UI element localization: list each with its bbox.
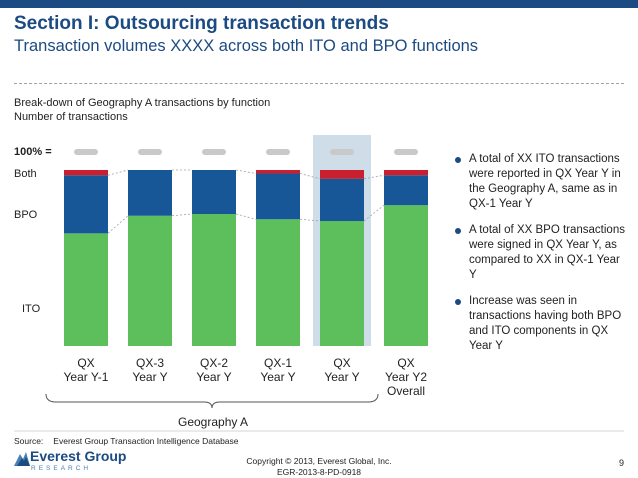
total-value-placeholder bbox=[138, 149, 162, 155]
bullet-dot-icon bbox=[455, 157, 461, 163]
source-note: Source: Everest Group Transaction Intelli… bbox=[14, 436, 239, 446]
chart-description: Break-down of Geography A transactions b… bbox=[14, 97, 271, 109]
bar-bpo bbox=[64, 175, 108, 234]
bullet-list: A total of XX ITO transactions were repo… bbox=[455, 152, 625, 365]
total-value-placeholder bbox=[266, 149, 290, 155]
connector-line bbox=[107, 169, 129, 176]
bar-bpo bbox=[320, 178, 364, 222]
total-value-placeholder bbox=[394, 149, 418, 155]
bar-bpo bbox=[192, 170, 236, 214]
group-label: Geography A bbox=[178, 415, 249, 429]
bar-ito bbox=[128, 215, 172, 346]
connector-line bbox=[363, 204, 385, 222]
bullet-item: Increase was seen in transactions having… bbox=[455, 294, 625, 354]
total-value-placeholder bbox=[330, 149, 354, 155]
connector-line bbox=[235, 213, 257, 220]
x-tick-label: QX Year Y-1 bbox=[63, 356, 109, 384]
x-tick-label: QX Year Y2 Overall bbox=[384, 356, 428, 398]
bar-ito bbox=[384, 205, 428, 346]
bullet-item: A total of XX ITO transactions were repo… bbox=[455, 152, 625, 212]
bar-bpo bbox=[256, 173, 300, 220]
title-divider bbox=[14, 83, 624, 84]
connector-line bbox=[363, 174, 385, 180]
page-subtitle: Transaction volumes XXXX across both ITO… bbox=[14, 37, 479, 55]
segment-label-bpo: BPO bbox=[14, 209, 38, 221]
copyright-block: Copyright © 2013, Everest Global, Inc. E… bbox=[246, 456, 392, 477]
bullet-item: A total of XX BPO transactions were sign… bbox=[455, 223, 625, 283]
x-tick-label: QX Year Y bbox=[324, 356, 360, 384]
bullet-dot-icon bbox=[455, 299, 461, 305]
bar-ito bbox=[64, 233, 108, 346]
connector-line bbox=[299, 173, 321, 180]
bar-ito bbox=[256, 219, 300, 346]
connector-line bbox=[107, 215, 129, 234]
everest-group-logo: Everest Group RESEARCH bbox=[14, 448, 126, 474]
bar-bpo bbox=[128, 170, 172, 216]
x-tick-label: QX-1 Year Y bbox=[260, 356, 296, 384]
x-tick-label: QX-2 Year Y bbox=[196, 356, 232, 384]
connector-line bbox=[299, 218, 321, 222]
bar-both bbox=[320, 170, 364, 179]
page-title: Section I: Outsourcing transaction trend… bbox=[14, 13, 389, 34]
segment-label-ito: ITO bbox=[22, 303, 41, 315]
bar-both bbox=[256, 170, 300, 174]
segment-label-both: Both bbox=[14, 168, 37, 180]
bar-ito bbox=[192, 214, 236, 346]
mountain-icon bbox=[14, 452, 30, 466]
bar-bpo bbox=[384, 175, 428, 206]
bullet-dot-icon bbox=[455, 228, 461, 234]
chart-unit-label: Number of transactions bbox=[14, 111, 128, 123]
bar-ito bbox=[320, 221, 364, 346]
connector-line bbox=[235, 169, 257, 174]
bar-both bbox=[384, 170, 428, 176]
page-number: 9 bbox=[618, 458, 624, 468]
bar-both bbox=[64, 170, 108, 176]
total-value-placeholder bbox=[202, 149, 226, 155]
total-value-placeholder bbox=[74, 149, 98, 155]
connector-line bbox=[171, 213, 193, 217]
total-label: 100% = bbox=[14, 146, 52, 158]
x-tick-label: QX-3 Year Y bbox=[132, 356, 168, 384]
group-brace bbox=[45, 393, 379, 409]
top-accent-bar bbox=[0, 0, 638, 8]
